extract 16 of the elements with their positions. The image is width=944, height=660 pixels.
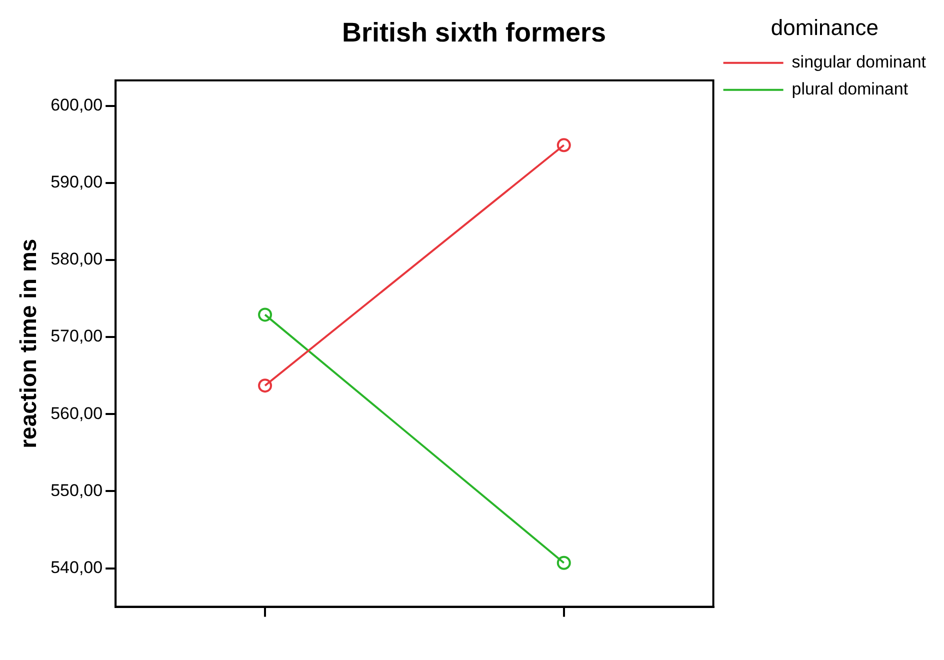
legend-label: singular dominant <box>792 52 926 72</box>
point <box>556 138 571 152</box>
legend-label: plural dominant <box>792 80 908 99</box>
point <box>258 308 272 322</box>
y-tick-label: 570,00 <box>50 326 103 346</box>
point <box>258 378 272 393</box>
y-tick-label: 560,00 <box>50 404 103 423</box>
y-tick-label: 550,00 <box>50 480 103 500</box>
legend-title: dominance <box>770 15 878 40</box>
y-tick-label: 600,00 <box>50 96 103 115</box>
chart-title: British sixth formers <box>342 18 606 48</box>
point <box>556 556 571 570</box>
y-tick-label: 590,00 <box>50 172 103 192</box>
y-tick-label: 540,00 <box>50 558 103 577</box>
y-tick-label: 580,00 <box>50 250 103 269</box>
y-axis-title: reaction time in ms <box>15 238 42 448</box>
